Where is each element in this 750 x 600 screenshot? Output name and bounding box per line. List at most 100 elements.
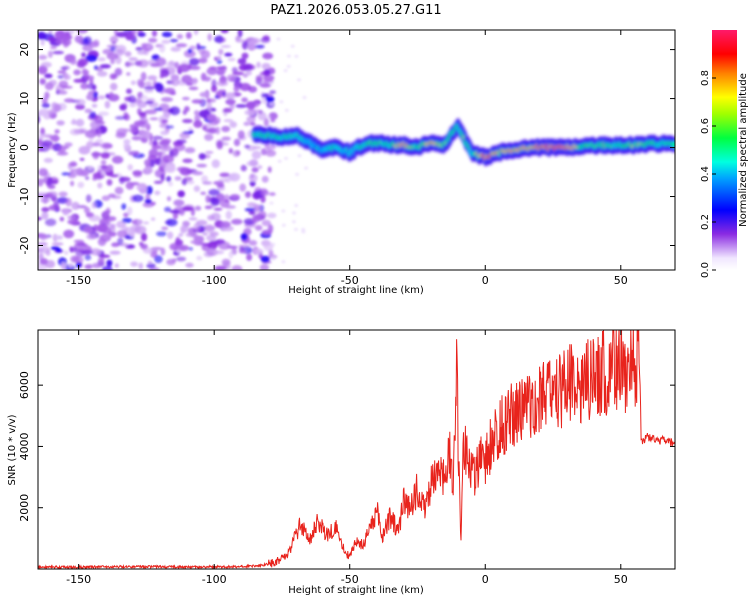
noise-speckle: [142, 247, 154, 254]
noise-speckle: [199, 91, 209, 98]
noise-speckle: [169, 106, 181, 116]
noise-speckle: [68, 263, 74, 268]
noise-speckle: [96, 223, 108, 233]
noise-speckle: [214, 239, 226, 244]
noise-speckle: [185, 262, 194, 268]
noise-speckle: [175, 43, 188, 48]
noise-speckle: [248, 211, 256, 215]
noise-speckle: [188, 217, 198, 221]
noise-speckle: [43, 157, 53, 163]
noise-speckle: [166, 176, 172, 182]
noise-speckle: [86, 141, 94, 149]
noise-speckle: [129, 103, 137, 108]
noise-speckle: [111, 41, 117, 45]
noise-speckle: [216, 56, 222, 60]
noise-speckle: [193, 120, 203, 128]
figure-title: PAZ1.2026.053.05.27.G11: [270, 3, 441, 18]
noise-speckle: [270, 144, 276, 150]
noise-speckle: [223, 119, 234, 123]
noise-speckle: [50, 45, 57, 50]
noise-speckle: [207, 240, 218, 250]
noise-speckle: [182, 206, 194, 211]
noise-speckle: [165, 218, 178, 227]
noise-speckle: [170, 74, 180, 81]
noise-speckle: [174, 61, 180, 69]
noise-speckle: [133, 172, 143, 178]
spectrogram-y-ticks: -20 -10 0 10 20: [18, 43, 675, 254]
noise-speckle: [213, 181, 224, 185]
noise-speckle: [210, 197, 220, 206]
noise-speckle: [218, 48, 224, 56]
noise-speckle: [38, 216, 43, 221]
noise-speckle: [187, 48, 193, 54]
noise-speckle: [127, 62, 135, 66]
spectrogram-x-label: Height of straight line (km): [288, 285, 424, 296]
noise-speckle: [77, 181, 85, 189]
noise-speckle: [161, 39, 171, 44]
noise-speckle: [269, 201, 274, 205]
spectrogram-y-tick-label: 0: [18, 144, 31, 151]
noise-speckle: [76, 261, 82, 268]
noise-speckle: [229, 121, 237, 128]
noise-speckle: [77, 58, 89, 67]
noise-speckle: [59, 216, 65, 222]
noise-speckle: [283, 69, 288, 73]
noise-speckle: [100, 152, 110, 159]
noise-speckle: [200, 72, 207, 82]
noise-speckle: [260, 37, 271, 44]
noise-speckle: [181, 178, 188, 186]
noise-speckle: [259, 83, 272, 88]
noise-speckle: [109, 174, 119, 178]
noise-speckle: [181, 74, 193, 84]
noise-speckle: [98, 95, 106, 100]
noise-speckle: [167, 231, 174, 240]
noise-speckle: [206, 98, 211, 104]
noise-speckle: [144, 81, 152, 87]
noise-speckle: [231, 67, 238, 73]
noise-speckle: [209, 231, 219, 237]
noise-speckle: [84, 206, 90, 214]
noise-speckle: [70, 255, 80, 263]
noise-speckle: [71, 201, 80, 210]
noise-speckle: [204, 205, 213, 210]
noise-speckle: [91, 103, 98, 108]
noise-speckle: [255, 74, 263, 82]
noise-speckle: [116, 31, 128, 38]
noise-speckle: [246, 46, 258, 50]
noise-speckle: [136, 78, 144, 87]
noise-speckle: [246, 253, 253, 261]
noise-speckle: [161, 97, 173, 102]
noise-speckle: [56, 120, 65, 126]
noise-speckle: [81, 250, 93, 255]
noise-speckle: [67, 219, 80, 225]
noise-speckle-layer: [38, 30, 309, 270]
noise-speckle: [224, 199, 230, 203]
noise-speckle: [44, 82, 54, 91]
noise-speckle: [88, 215, 101, 222]
noise-speckle: [207, 214, 215, 221]
noise-speckle: [114, 186, 124, 195]
noise-speckle: [231, 265, 243, 270]
noise-speckle: [150, 63, 161, 67]
noise-speckle: [38, 178, 44, 187]
noise-speckle: [143, 167, 154, 174]
snr-panel: -150 -100 -50 0 50 2000 4000 6000 Height of st…: [7, 329, 676, 596]
noise-speckle: [44, 73, 53, 79]
noise-speckle: [235, 104, 247, 108]
noise-speckle: [62, 209, 69, 216]
noise-speckle: [202, 123, 211, 130]
noise-speckle: [189, 58, 200, 66]
noise-speckle: [60, 66, 69, 70]
noise-speckle: [141, 43, 148, 48]
noise-speckle: [241, 52, 249, 59]
noise-speckle: [144, 198, 152, 204]
spectrogram-frame: [37, 29, 676, 271]
noise-speckle: [260, 189, 269, 196]
noise-speckle: [161, 31, 173, 38]
noise-speckle: [182, 158, 193, 164]
noise-speckle: [226, 92, 236, 100]
noise-speckle: [164, 87, 176, 94]
noise-speckle: [100, 165, 108, 169]
noise-speckle: [188, 247, 193, 251]
noise-speckle: [147, 154, 157, 162]
